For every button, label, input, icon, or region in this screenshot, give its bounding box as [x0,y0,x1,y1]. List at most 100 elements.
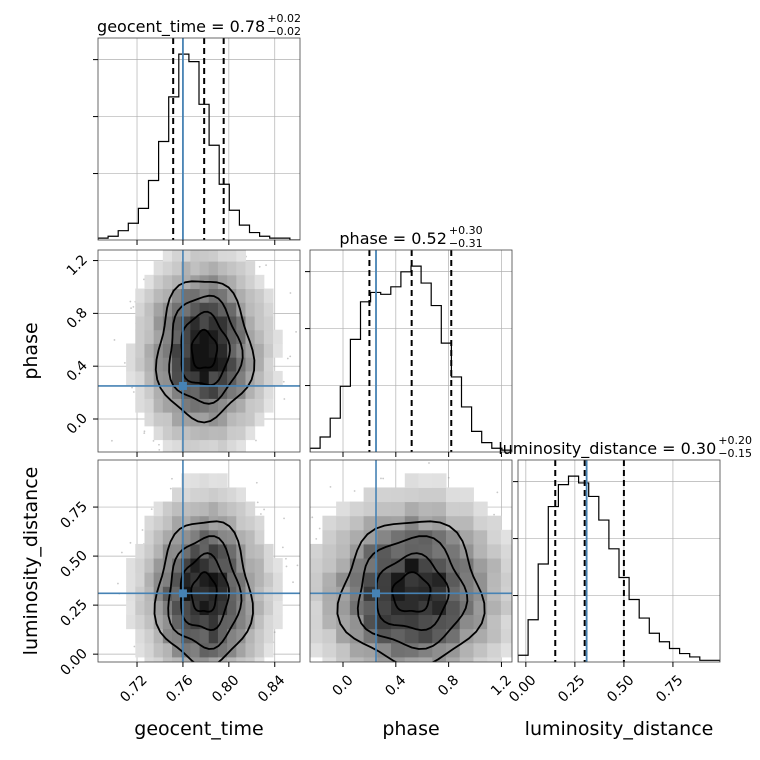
density-cell [153,600,164,616]
density-cell [263,329,274,344]
scatter-point [512,590,514,592]
density-cell [254,274,265,290]
density-cell [144,384,155,399]
scatter-point [243,675,245,677]
density-cell [200,699,210,714]
density-cell [245,515,256,531]
scatter-point [129,541,132,544]
scatter-point [158,443,160,446]
density-cell [236,515,246,531]
scatter-point [243,684,245,686]
density-cell [273,558,283,573]
density-cell [236,572,246,587]
scatter-point [302,641,304,643]
density-cell [144,558,155,573]
density-cell [254,329,265,344]
density-cell [310,600,323,616]
scatter-point [289,355,292,358]
scatter-point [436,704,438,706]
truth-marker [372,589,381,598]
scatter-point [303,552,305,554]
y-tick-label-phase: 0.8 [64,305,91,332]
scatter-point [423,663,425,665]
density-cell [254,302,265,317]
density-cell [236,316,246,331]
density-cell [144,412,155,427]
density-cell [208,343,219,358]
density-cell [181,398,191,413]
scatter-point [431,701,433,703]
density-cell [349,529,365,545]
density-cell [181,642,191,658]
density-cell [263,642,274,658]
scatter-point [158,448,161,451]
density-cell [227,529,237,545]
scatter-point [212,681,214,683]
density-cell [126,558,136,573]
scatter-point [230,473,232,475]
density-cell [295,615,309,630]
density-cell [153,572,164,587]
x-tick-label-phase: 0.4 [382,672,409,699]
density-cell [199,384,210,399]
scatter-point [458,690,460,692]
scatter-point [410,662,412,664]
density-cell [245,628,256,644]
scatter-point [226,669,228,671]
density-cell [263,543,274,559]
scatter-point [208,677,210,679]
scatter-point [113,339,116,341]
density-cell [391,642,406,658]
density-cell [245,412,256,427]
scatter-point [207,665,209,667]
density-cell [135,398,145,413]
scatter-point [427,681,429,683]
density-cell [236,642,246,658]
scatter-point [283,398,286,400]
density-cell [217,558,228,573]
density-cell [254,288,265,303]
scatter-point [242,478,244,480]
density-cell [263,316,274,331]
scatter-point [256,501,259,504]
density-cell [487,614,502,630]
scatter-point [410,671,412,673]
density-cell [126,600,136,616]
density-cell [336,515,351,531]
density-cell [236,628,246,644]
density-cell [208,656,219,662]
density-cell [254,543,265,559]
contour-line [154,280,256,424]
scatter-point [150,508,153,511]
density-cell [153,412,164,427]
scatter-point [297,550,299,552]
scatter-point [131,386,133,389]
panel-frame-luminosity_distance [517,459,721,663]
density-cell [144,357,155,372]
density-cell [349,614,365,630]
density-cell [172,600,182,616]
x-tick-label-geocent_time: 0.80 [209,672,242,705]
density-cell [162,250,173,262]
density-cell [172,656,182,662]
density-cell [208,398,219,413]
density-cell [217,412,228,427]
density-cell [349,656,365,662]
density-cell [199,357,210,372]
scatter-point [362,667,364,669]
scatter-point [197,679,199,681]
density-cell [473,543,488,559]
density-cell [500,600,512,616]
density-cell [172,501,182,517]
density-cell [162,384,173,399]
density-cell [404,628,420,644]
density-cell [227,357,237,372]
density-cell [236,329,246,344]
scatter-point [211,674,213,676]
contour-line [190,328,219,370]
scatter-point [153,454,155,456]
density-cell [135,357,145,372]
density-cell [208,425,219,441]
y-tick-label-luminosity_distance: 0.50 [57,548,90,581]
